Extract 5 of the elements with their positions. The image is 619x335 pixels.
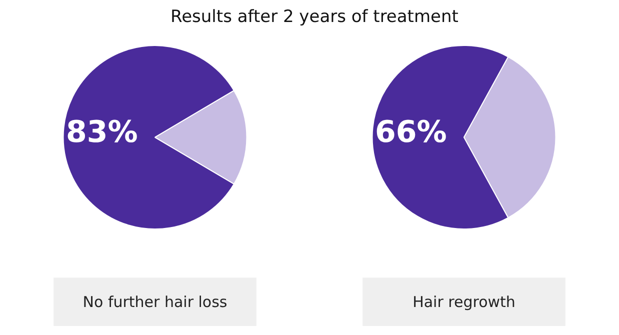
data-label: 66% [374,114,447,150]
data-label: 83% [66,114,138,150]
text: Hair regrowth [412,292,516,311]
text: Results after 2 years of treatment [170,6,458,29]
text: No further hair loss [82,292,228,311]
